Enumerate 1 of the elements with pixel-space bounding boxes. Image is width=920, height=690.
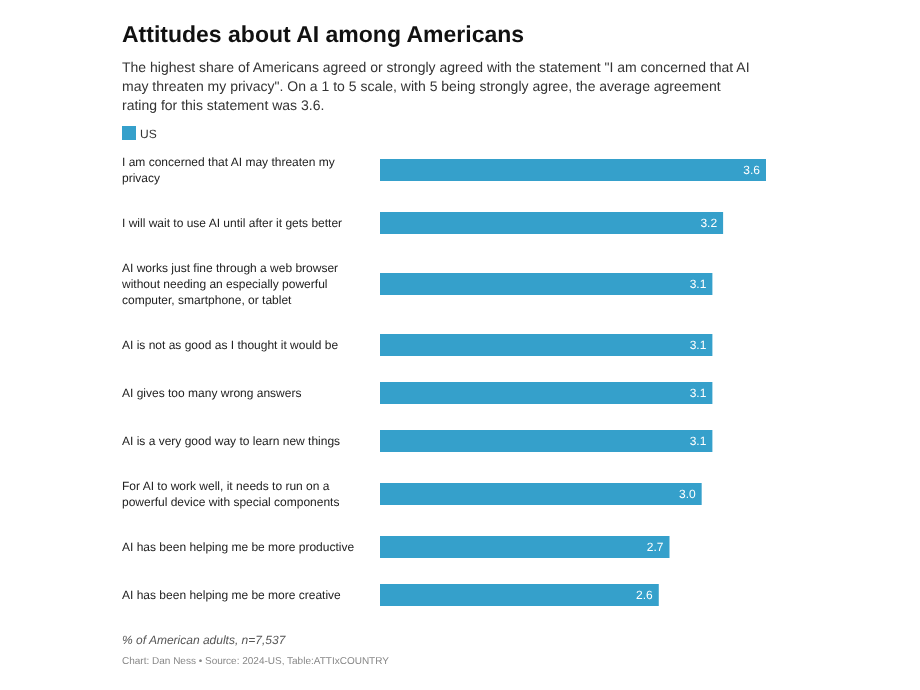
chart-title: Attitudes about AI among Americans: [122, 24, 525, 48]
